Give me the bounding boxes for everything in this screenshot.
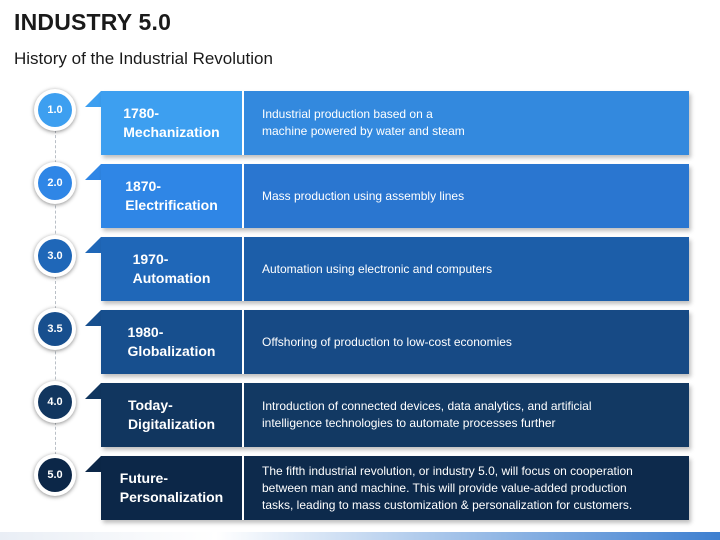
timeline-node-label: 1.0 bbox=[38, 93, 72, 127]
timeline-card: Future- Personalization The fifth industr… bbox=[101, 456, 689, 520]
timeline-node-label: 3.5 bbox=[38, 312, 72, 346]
era-description: Automation using electronic and computer… bbox=[262, 261, 493, 276]
timeline-row: 4.0 Today- Digitalization Introduction of … bbox=[0, 381, 720, 447]
timeline-row: 5.0 Future- Personalization The fifth indu… bbox=[0, 454, 720, 520]
timeline-row: 2.0 1870- Electrification Mass production … bbox=[0, 162, 720, 228]
card-pointer bbox=[85, 164, 101, 180]
card-era-panel: Future- Personalization bbox=[101, 456, 242, 520]
card-era-panel: 1870- Electrification bbox=[101, 164, 242, 228]
era-label: Future- Personalization bbox=[119, 470, 224, 505]
card-divider bbox=[242, 91, 244, 155]
era-label: 1780- Mechanization bbox=[123, 105, 220, 140]
card-era-panel: 1780- Mechanization bbox=[101, 91, 242, 155]
card-pointer bbox=[85, 310, 101, 326]
card-era-panel: Today- Digitalization bbox=[101, 383, 242, 447]
page-title: INDUSTRY 5.0 bbox=[14, 9, 172, 35]
timeline-node: 5.0 bbox=[34, 454, 76, 496]
card-pointer bbox=[85, 91, 101, 107]
timeline-card: Today- Digitalization Introduction of con… bbox=[101, 383, 689, 447]
card-description-panel: Offshoring of production to low-cost eco… bbox=[244, 310, 689, 374]
era-description: Introduction of connected devices, data … bbox=[262, 399, 592, 430]
timeline-node: 4.0 bbox=[34, 381, 76, 423]
era-label: 1970- Automation bbox=[132, 251, 211, 286]
timeline-row: 3.0 1970- Automation Automation using elec… bbox=[0, 235, 720, 301]
timeline-card: 1870- Electrification Mass production usi… bbox=[101, 164, 689, 228]
card-divider bbox=[242, 237, 244, 301]
card-pointer bbox=[85, 383, 101, 399]
era-description: Offshoring of production to low-cost eco… bbox=[262, 334, 512, 349]
era-label: 1980- Globalization bbox=[127, 324, 216, 359]
timeline-card: 1780- Mechanization Industrial production… bbox=[101, 91, 689, 155]
timeline-node: 3.5 bbox=[34, 308, 76, 350]
card-pointer bbox=[85, 237, 101, 253]
timeline-node: 2.0 bbox=[34, 162, 76, 204]
timeline-node-label: 5.0 bbox=[38, 458, 72, 492]
era-description: Mass production using assembly lines bbox=[262, 188, 465, 203]
timeline-card: 1970- Automation Automation using electro… bbox=[101, 237, 689, 301]
era-label: Today- Digitalization bbox=[127, 397, 216, 432]
timeline-row: 3.5 1980- Globalization Offshoring of prod… bbox=[0, 308, 720, 374]
timeline-node: 1.0 bbox=[34, 89, 76, 131]
card-divider bbox=[242, 310, 244, 374]
timeline-node-label: 3.0 bbox=[38, 239, 72, 273]
timeline-node-label: 2.0 bbox=[38, 166, 72, 200]
era-description: The fifth industrial revolution, or indu… bbox=[262, 463, 633, 512]
card-era-panel: 1970- Automation bbox=[101, 237, 242, 301]
card-description-panel: The fifth industrial revolution, or indu… bbox=[244, 456, 689, 520]
card-description-panel: Introduction of connected devices, data … bbox=[244, 383, 689, 447]
page-subtitle: History of the Industrial Revolution bbox=[14, 49, 273, 68]
card-divider bbox=[242, 383, 244, 447]
card-divider bbox=[242, 456, 244, 520]
card-description-panel: Mass production using assembly lines bbox=[244, 164, 689, 228]
era-label: 1870- Electrification bbox=[125, 178, 218, 213]
card-divider bbox=[242, 164, 244, 228]
timeline-node: 3.0 bbox=[34, 235, 76, 277]
card-pointer bbox=[85, 456, 101, 472]
card-era-panel: 1980- Globalization bbox=[101, 310, 242, 374]
card-description-panel: Industrial production based on a machine… bbox=[244, 91, 689, 155]
timeline-card: 1980- Globalization Offshoring of product… bbox=[101, 310, 689, 374]
timeline-connector bbox=[55, 110, 56, 470]
timeline-node-label: 4.0 bbox=[38, 385, 72, 419]
card-description-panel: Automation using electronic and computer… bbox=[244, 237, 689, 301]
bottom-decoration bbox=[0, 532, 720, 540]
timeline-row: 1.0 1780- Mechanization Industrial product… bbox=[0, 89, 720, 155]
era-description: Industrial production based on a machine… bbox=[262, 107, 465, 138]
